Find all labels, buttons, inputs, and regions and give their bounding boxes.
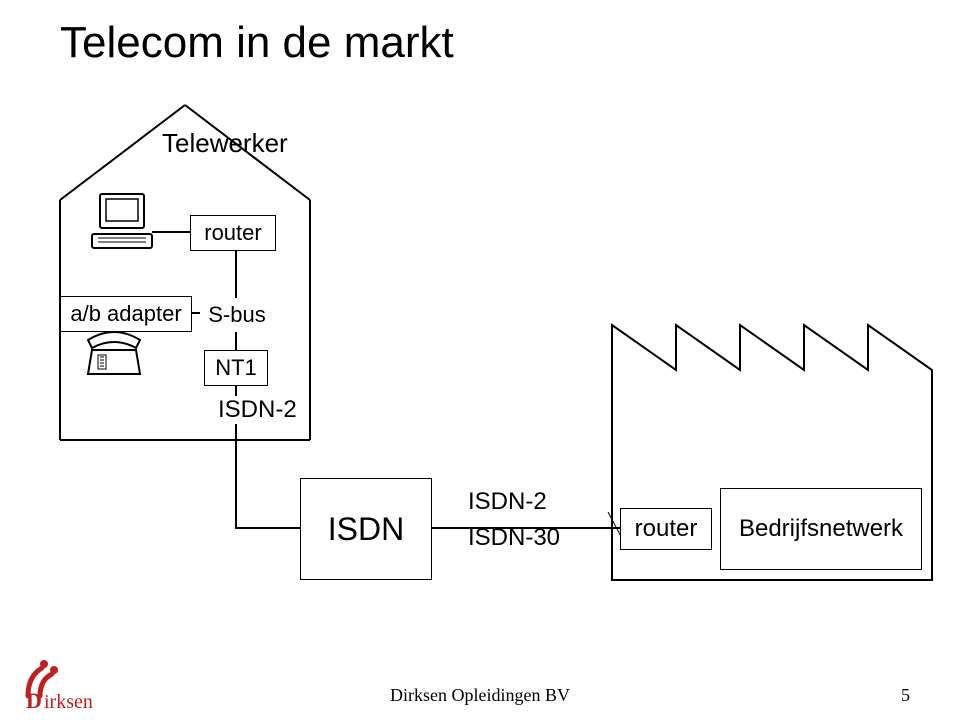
brand-text: irksen: [44, 691, 93, 710]
sbus-label: S-bus: [200, 298, 274, 332]
house-to-isdn-line: [236, 440, 300, 528]
isdn30-link-label: ISDN-30: [468, 524, 560, 552]
telewerker-label: Telewerker: [162, 128, 288, 159]
bedrijfsnetwerk-box: Bedrijfsnetwerk: [720, 488, 922, 570]
page-number: 5: [901, 685, 910, 706]
isdn2-house-label: ISDN-2: [218, 396, 297, 424]
router-house-box: router: [190, 215, 276, 251]
footer-text: Dirksen Opleidingen BV: [0, 685, 960, 706]
nt1-box: NT1: [204, 350, 268, 386]
isdn2-link-label: ISDN-2: [468, 488, 547, 516]
phone-icon: [88, 332, 140, 374]
computer-icon: [92, 194, 152, 248]
dirksen-logo: D irksen: [20, 650, 140, 710]
svg-text:D: D: [26, 688, 42, 710]
diagram-svg: [0, 0, 960, 720]
page-title: Telecom in de markt: [60, 18, 454, 68]
isdn-box: ISDN: [300, 478, 432, 580]
ab-adapter-box: a/b adapter: [60, 296, 192, 332]
router-factory-box: router: [620, 508, 712, 550]
